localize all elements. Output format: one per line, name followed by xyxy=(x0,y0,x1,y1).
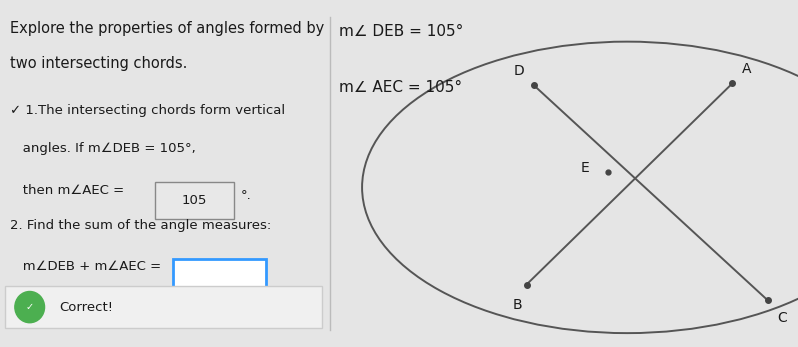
Text: Explore the properties of angles formed by: Explore the properties of angles formed … xyxy=(10,21,324,36)
Text: m∠DEB + m∠AEC =: m∠DEB + m∠AEC = xyxy=(10,260,165,273)
FancyBboxPatch shape xyxy=(155,182,235,219)
Text: m∠ DEB = 105°: m∠ DEB = 105° xyxy=(339,24,464,39)
Text: Correct!: Correct! xyxy=(59,301,113,314)
Text: angles. If m∠DEB = 105°,: angles. If m∠DEB = 105°, xyxy=(10,142,196,155)
Text: D: D xyxy=(513,64,524,78)
Text: 105: 105 xyxy=(182,194,207,207)
Text: E: E xyxy=(581,161,590,175)
Text: C: C xyxy=(777,311,787,324)
Text: m∠ AEC = 105°: m∠ AEC = 105° xyxy=(339,80,463,95)
Text: two intersecting chords.: two intersecting chords. xyxy=(10,56,188,70)
Text: then m∠AEC =: then m∠AEC = xyxy=(10,184,128,197)
Circle shape xyxy=(15,291,45,323)
Text: ✓: ✓ xyxy=(26,302,34,312)
Text: 2. Find the sum of the angle measures:: 2. Find the sum of the angle measures: xyxy=(10,219,271,231)
Text: B: B xyxy=(512,298,522,312)
Text: °.: °. xyxy=(241,189,251,202)
FancyBboxPatch shape xyxy=(173,259,266,298)
Text: A: A xyxy=(742,62,752,76)
Text: ✓ 1.The intersecting chords form vertical: ✓ 1.The intersecting chords form vertica… xyxy=(10,104,285,117)
FancyBboxPatch shape xyxy=(5,286,322,328)
